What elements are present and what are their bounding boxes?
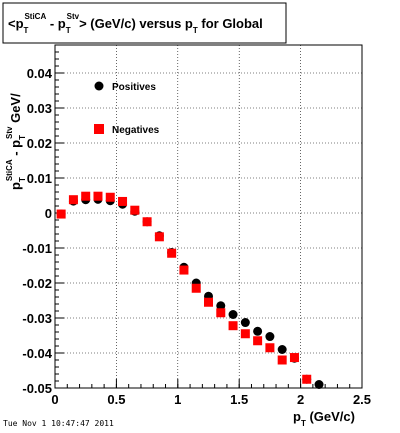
x-tick-label: 1.5 <box>230 392 248 407</box>
positives-point <box>265 332 275 342</box>
negatives-point <box>253 336 263 346</box>
plot-frame <box>54 44 363 389</box>
y-tick-label: -0.02 <box>22 276 52 291</box>
tick-labels: 0 0.5 1 1.5 2 2.5 0.04 0.03 0.02 0.01 0 -0.01 -0.02 -… <box>22 66 371 407</box>
positives-point <box>228 310 238 319</box>
title-box: <pTStiCA - pTStv> (GeV/c) versus pT for … <box>2 2 287 44</box>
y-tick-label: -0.03 <box>22 311 52 326</box>
y-tick-label: -0.01 <box>22 241 52 256</box>
negatives-point <box>191 283 201 293</box>
legend-label-positives: Positives <box>112 82 156 93</box>
negatives-point <box>302 374 312 384</box>
positives-point <box>253 326 263 336</box>
x-axis-label: pT (GeV/c) <box>293 409 355 428</box>
negatives-point <box>265 343 275 353</box>
y-tick-label: -0.04 <box>22 346 52 361</box>
data-points <box>56 191 324 389</box>
y-axis-label-group: pTStiCA - pTStv GeV/ <box>5 93 27 190</box>
x-tick-label: 0.5 <box>107 392 125 407</box>
negatives-point <box>68 195 78 205</box>
positives-point <box>240 318 250 328</box>
x-tick-label: 2 <box>297 392 304 407</box>
negatives-point <box>56 209 66 219</box>
negatives-point <box>81 191 91 201</box>
y-tick-label: 0.01 <box>27 171 52 186</box>
negatives-point <box>93 191 103 201</box>
y-tick-label: 0.03 <box>27 101 52 116</box>
negatives-point <box>142 217 152 227</box>
negatives-point <box>105 192 115 202</box>
axis-ticks <box>54 51 363 389</box>
positives-point <box>277 345 287 354</box>
negatives-point <box>277 355 287 365</box>
y-axis-label: pTStiCA - pTStv GeV/ <box>5 93 27 190</box>
x-tick-label: 0 <box>51 392 58 407</box>
legend-label-negatives: Negatives <box>112 125 160 136</box>
negatives-point <box>167 248 177 258</box>
x-tick-label: 1 <box>174 392 181 407</box>
legend: Positives Negatives <box>94 81 160 136</box>
negatives-point <box>228 321 238 331</box>
negatives-point <box>179 265 189 275</box>
negatives-point <box>130 205 140 215</box>
legend-marker-positives <box>94 81 104 91</box>
legend-marker-negatives <box>94 124 104 134</box>
grid-lines <box>54 45 363 389</box>
y-tick-label: 0.04 <box>27 66 53 81</box>
y-tick-label: 0 <box>45 206 52 221</box>
timestamp-footer: Tue Nov 1 10:47:47 2011 <box>3 419 114 428</box>
x-tick-label: 2.5 <box>353 392 371 407</box>
negatives-point <box>240 329 250 339</box>
positives-point <box>314 380 324 389</box>
y-tick-label: -0.05 <box>22 381 52 396</box>
negatives-point <box>154 232 164 242</box>
negatives-point <box>289 353 299 363</box>
negatives-point <box>216 308 226 318</box>
y-tick-label: 0.02 <box>27 136 52 151</box>
negatives-point <box>118 196 128 206</box>
positives-point <box>216 301 226 311</box>
negatives-point <box>204 297 213 307</box>
